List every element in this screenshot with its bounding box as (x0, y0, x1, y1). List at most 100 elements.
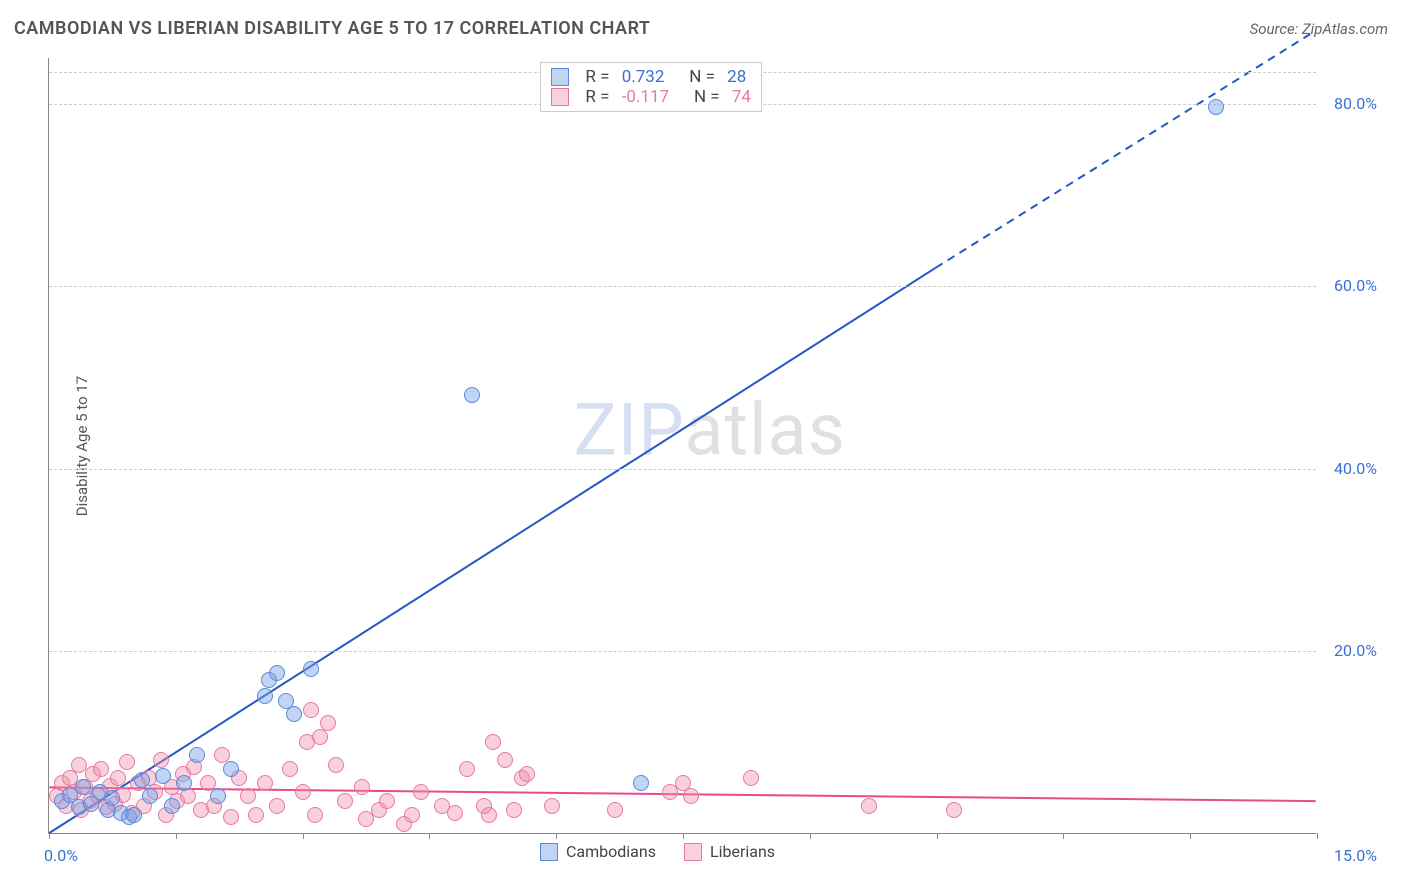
liberian-point (223, 809, 239, 825)
legend-swatch (540, 843, 558, 861)
gridline (49, 469, 1316, 470)
cambodian-point (210, 788, 226, 804)
liberian-point (379, 793, 395, 809)
liberian-point (153, 752, 169, 768)
liberian-point (607, 802, 623, 818)
r-label: R = (577, 87, 614, 107)
liberian-point (519, 766, 535, 782)
liberian-point (404, 807, 420, 823)
cambodian-point (104, 790, 120, 806)
liberian-point (320, 715, 336, 731)
liberian-point (119, 754, 135, 770)
x-tick (1317, 833, 1318, 839)
legend-item: Cambodians (540, 842, 656, 861)
cambodian-point (303, 661, 319, 677)
y-tick-label: 80.0% (1334, 94, 1377, 113)
watermark-atlas: atlas (684, 388, 846, 473)
chart-title: CAMBODIAN VS LIBERIAN DISABILITY AGE 5 T… (14, 18, 651, 39)
liberian-point (683, 788, 699, 804)
cambodian-point (134, 772, 150, 788)
liberian-point (110, 770, 126, 786)
y-tick-label: 60.0% (1334, 276, 1377, 295)
r-label: R = (577, 67, 614, 87)
x-tick (683, 833, 684, 839)
cambodian-point (269, 665, 285, 681)
liberian-point (497, 752, 513, 768)
cambodian-point (257, 688, 273, 704)
x-tick (429, 833, 430, 839)
liberian-point (312, 729, 328, 745)
liberian-point (93, 761, 109, 777)
x-tick (810, 833, 811, 839)
y-tick-label: 40.0% (1334, 459, 1377, 478)
x-tick (556, 833, 557, 839)
liberian-point (861, 798, 877, 814)
legend-stat-row: R = 0.732 N = 28 (551, 67, 751, 87)
liberian-point (303, 702, 319, 718)
regression-lines-layer (49, 58, 1316, 833)
liberian-point (743, 770, 759, 786)
liberian-point (257, 775, 273, 791)
liberian-point (544, 798, 560, 814)
source-attribution: Source: ZipAtlas.com (1250, 20, 1388, 38)
cambodian-point (223, 761, 239, 777)
watermark-zip: ZIP (574, 388, 685, 473)
cambodian-point (633, 775, 649, 791)
cambodian-point (1208, 99, 1224, 115)
liberian-point (71, 757, 87, 773)
legend-label: Cambodians (566, 842, 656, 861)
gridline (49, 651, 1316, 652)
liberian-point (485, 734, 501, 750)
scatter-plot-area: ZIPatlas (48, 58, 1316, 834)
cambodian-point (286, 706, 302, 722)
cambodian-point (164, 798, 180, 814)
liberian-point (295, 784, 311, 800)
series-legend: Cambodians Liberians (540, 842, 775, 861)
liberian-point (459, 761, 475, 777)
r-value: 0.732 (622, 67, 665, 87)
liberian-point (413, 784, 429, 800)
x-tick (303, 833, 304, 839)
liberian-point (447, 805, 463, 821)
x-tick (49, 833, 50, 839)
watermark: ZIPatlas (574, 388, 846, 473)
liberian-point (328, 757, 344, 773)
regression-line-extrapolated (936, 31, 1316, 268)
source-name: ZipAtlas.com (1302, 20, 1388, 38)
liberian-point (282, 761, 298, 777)
cambodian-point (155, 768, 171, 784)
correlation-stats-legend: R = 0.732 N = 28 R = -0.117 N = 74 (540, 62, 762, 112)
y-tick-label: 20.0% (1334, 641, 1377, 660)
legend-stat-row: R = -0.117 N = 74 (551, 87, 751, 107)
legend-swatch (551, 68, 569, 86)
r-value: -0.117 (622, 87, 669, 107)
x-tick (1190, 833, 1191, 839)
liberian-point (269, 798, 285, 814)
n-value: 74 (732, 87, 751, 107)
liberian-point (248, 807, 264, 823)
x-tick-label: 15.0% (1334, 846, 1377, 865)
n-value: 28 (727, 67, 746, 87)
liberian-point (180, 788, 196, 804)
cambodian-point (176, 775, 192, 791)
gridline (49, 286, 1316, 287)
source-label: Source: (1250, 20, 1299, 38)
cambodian-point (142, 788, 158, 804)
liberian-point (337, 793, 353, 809)
liberian-point (307, 807, 323, 823)
legend-item: Liberians (684, 842, 775, 861)
x-tick (1063, 833, 1064, 839)
legend-swatch (551, 88, 569, 106)
n-label: N = (677, 87, 724, 107)
n-label: N = (672, 67, 719, 87)
x-tick (937, 833, 938, 839)
cambodian-point (464, 387, 480, 403)
liberian-point (481, 807, 497, 823)
cambodian-point (126, 807, 142, 823)
liberian-point (506, 802, 522, 818)
legend-swatch (684, 843, 702, 861)
legend-label: Liberians (710, 842, 775, 861)
x-tick (176, 833, 177, 839)
liberian-point (240, 788, 256, 804)
cambodian-point (75, 779, 91, 795)
